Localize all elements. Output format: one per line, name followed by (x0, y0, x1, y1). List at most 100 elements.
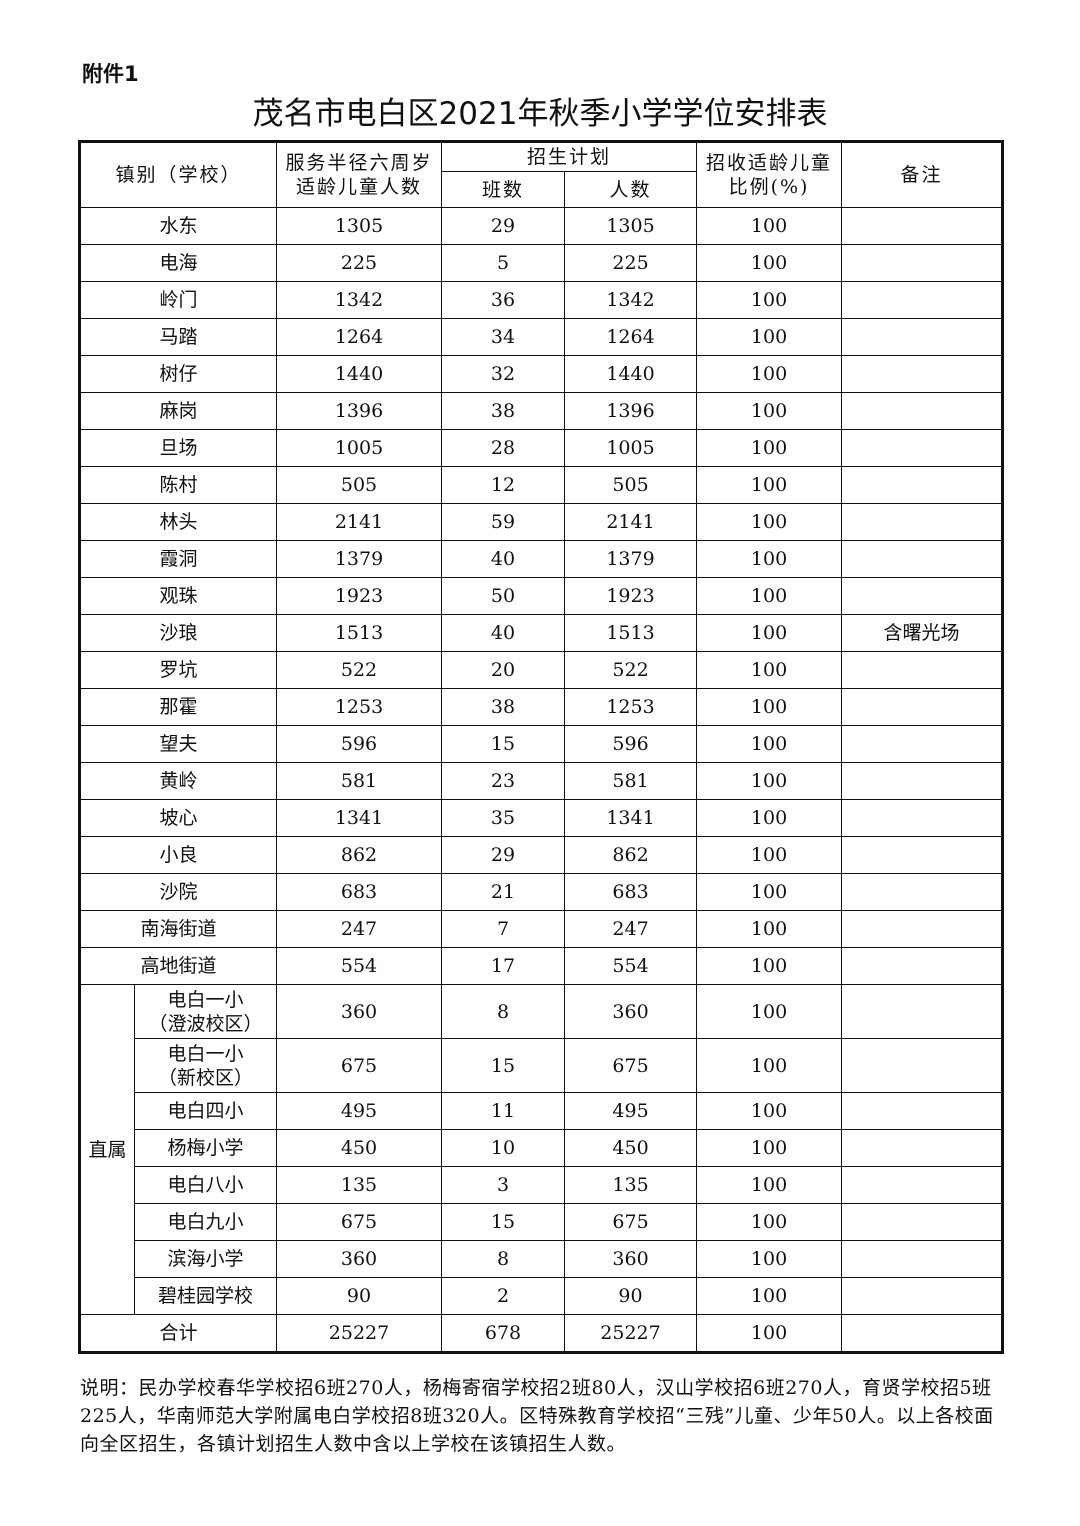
cell-children: 1341 (276, 799, 443, 837)
town-name: 林头 (78, 503, 278, 541)
header-ratio: 招收适龄儿童比例(%) (696, 141, 843, 208)
cell-ratio: 100 (696, 1203, 843, 1241)
cell-ratio: 100 (696, 947, 843, 985)
cell-ratio: 100 (696, 1092, 843, 1130)
town-name: 旦场 (78, 429, 278, 467)
town-name: 岭门 (78, 281, 278, 319)
cell-children: 90 (276, 1277, 443, 1315)
header-classes: 班数 (441, 171, 566, 208)
cell-ratio: 100 (696, 503, 843, 541)
cell-remark (841, 281, 1004, 319)
table-row: 那霍 1253 38 1253 100 (78, 688, 1004, 726)
cell-people: 2141 (564, 503, 698, 541)
cell-classes: 28 (441, 429, 566, 467)
cell-people: 1342 (564, 281, 698, 319)
total-people: 25227 (564, 1314, 698, 1353)
cell-classes: 32 (441, 355, 566, 393)
school-name-text: 电白四小 (167, 1100, 244, 1122)
cell-people: 522 (564, 651, 698, 689)
cell-classes: 38 (441, 392, 566, 430)
town-name: 马踏 (78, 318, 278, 356)
cell-remark (841, 244, 1004, 282)
cell-people: 683 (564, 873, 698, 911)
total-ratio: 100 (696, 1314, 843, 1353)
cell-remark (841, 1038, 1004, 1093)
school-name: 滨海小学 (133, 1240, 278, 1278)
cell-ratio: 100 (696, 873, 843, 911)
cell-ratio: 100 (696, 799, 843, 837)
cell-ratio: 100 (696, 614, 843, 652)
cell-remark (841, 1203, 1004, 1241)
school-name-text: 杨梅小学 (167, 1137, 244, 1159)
header-town: 镇别（学校） (78, 141, 278, 208)
school-name-text: 电白八小 (167, 1174, 244, 1196)
cell-classes: 29 (441, 207, 566, 245)
cell-ratio: 100 (696, 392, 843, 430)
table-row: 旦场 1005 28 1005 100 (78, 429, 1004, 467)
table-row: 霞洞 1379 40 1379 100 (78, 540, 1004, 578)
cell-children: 1342 (276, 281, 443, 319)
cell-remark (841, 1092, 1004, 1130)
school-name: 电白一小 （新校区） (133, 1038, 278, 1093)
cell-people: 1305 (564, 207, 698, 245)
cell-people: 1440 (564, 355, 698, 393)
cell-classes: 5 (441, 244, 566, 282)
cell-children: 675 (276, 1203, 443, 1241)
table-row: 电白一小 （新校区） 675 15 675 100 (80, 1038, 1004, 1093)
table-row: 小良 862 29 862 100 (78, 836, 1004, 874)
school-name-text: 电白一小 (167, 988, 244, 1011)
cell-classes: 2 (441, 1277, 566, 1315)
header-remark: 备注 (841, 141, 1004, 208)
school-places-table: 镇别（学校） 服务半径六周岁适龄儿童人数 招生计划 招收适龄儿童比例(%) 备注… (78, 140, 1005, 1354)
cell-remark (841, 984, 1004, 1039)
school-name-text: 滨海小学 (167, 1248, 244, 1270)
cell-ratio: 100 (696, 355, 843, 393)
town-name: 霞洞 (78, 540, 278, 578)
cell-ratio: 100 (696, 910, 843, 948)
table-row: 树仔 1440 32 1440 100 (78, 355, 1004, 393)
cell-remark (841, 1129, 1004, 1167)
cell-people: 596 (564, 725, 698, 763)
page-title: 茂名市电白区2021年秋季小学学位安排表 (252, 96, 828, 132)
cell-remark (841, 725, 1004, 763)
cell-classes: 35 (441, 799, 566, 837)
cell-remark (841, 1277, 1004, 1315)
cell-classes: 17 (441, 947, 566, 985)
table-row: 滨海小学 360 8 360 100 (80, 1240, 1004, 1278)
cell-children: 1005 (276, 429, 443, 467)
cell-ratio: 100 (696, 1166, 843, 1204)
cell-remark (841, 762, 1004, 800)
table-row: 电海 225 5 225 100 (78, 244, 1004, 282)
cell-classes: 8 (441, 1240, 566, 1278)
cell-children: 581 (276, 762, 443, 800)
total-row: 合计 25227 678 25227 100 (78, 1314, 1004, 1353)
cell-remark (841, 873, 1004, 911)
cell-remark (841, 392, 1004, 430)
table-row: 观珠 1923 50 1923 100 (78, 577, 1004, 615)
cell-remark (841, 799, 1004, 837)
cell-ratio: 100 (696, 762, 843, 800)
attachment-label: 附件1 (82, 62, 139, 86)
cell-ratio: 100 (696, 1240, 843, 1278)
cell-children: 675 (276, 1038, 443, 1093)
cell-children: 225 (276, 244, 443, 282)
cell-people: 360 (564, 984, 698, 1039)
total-remark (841, 1314, 1004, 1353)
cell-classes: 34 (441, 318, 566, 356)
cell-people: 505 (564, 466, 698, 504)
cell-children: 862 (276, 836, 443, 874)
table-row: 黄岭 581 23 581 100 (78, 762, 1004, 800)
cell-ratio: 100 (696, 1277, 843, 1315)
cell-classes: 15 (441, 725, 566, 763)
cell-children: 505 (276, 466, 443, 504)
cell-remark (841, 577, 1004, 615)
town-name: 沙琅 (78, 614, 278, 652)
header-plan: 招生计划 (441, 140, 698, 173)
cell-ratio: 100 (696, 836, 843, 874)
cell-ratio: 100 (696, 207, 843, 245)
table-row: 南海街道 247 7 247 100 (78, 910, 1004, 948)
table-row: 水东 1305 29 1305 100 (78, 207, 1004, 245)
cell-ratio: 100 (696, 429, 843, 467)
town-name: 南海街道 (78, 910, 278, 948)
cell-children: 522 (276, 651, 443, 689)
